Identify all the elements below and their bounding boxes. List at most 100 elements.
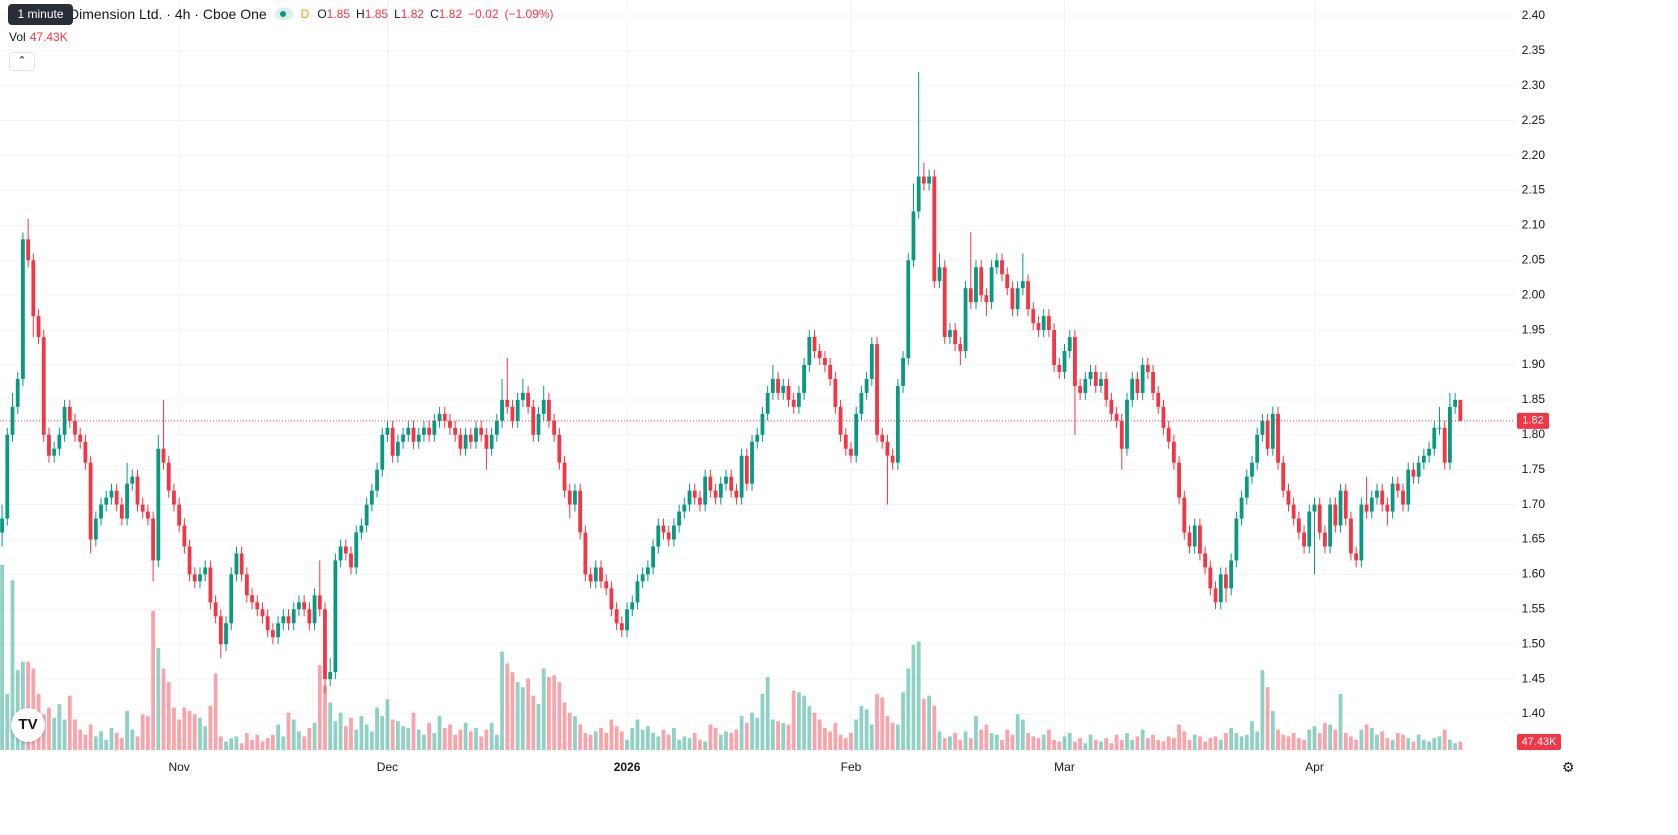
candle-body [1161,406,1166,428]
ohlc-label: H [356,7,365,21]
candle-body [750,441,754,484]
volume-bar [812,712,817,750]
candle-body [198,574,202,582]
candle-body [770,378,775,393]
volume-bar [135,736,140,750]
volume-bar [901,692,905,750]
y-tick-label: 2.40 [1522,8,1546,22]
volume-bar [1218,739,1223,750]
candle-body [682,504,687,512]
candle-body [73,420,77,435]
logo[interactable]: TV [11,708,45,742]
volume-bar [125,710,129,750]
volume-bar [47,707,51,750]
y-tick-label: 1.60 [1522,567,1546,581]
volume-bar [463,722,468,750]
volume-bar [187,710,192,750]
symbol-title: Dimension Ltd. · 4h · Cboe One [69,6,267,22]
volume-bar [656,736,661,750]
collapse-button[interactable]: ⌃ [9,52,35,71]
candle-body [385,427,390,435]
candle-body [317,595,322,610]
candle-body [979,267,984,296]
y-tick-label: 2.20 [1522,148,1546,162]
volume-bar [875,693,879,750]
candle-body [1432,427,1437,449]
candle-body [1192,525,1197,547]
volume-bar [604,733,609,750]
candle-body [1073,337,1077,386]
candle-body [1369,497,1374,512]
volume-bar [5,693,10,750]
volume-bar [395,721,400,750]
candle-body [1421,455,1426,463]
candle-body [718,483,723,498]
candle-body [1140,364,1145,393]
volume-bar [1067,733,1072,750]
volume-bar [349,717,353,750]
volume-badge-label: 47.43K [1522,736,1558,748]
candle-body [921,176,926,184]
candle-body [427,427,432,435]
candle-body [1000,260,1004,275]
candle-body [604,581,609,589]
settings-icon[interactable]: ⚙ [1562,759,1575,775]
volume-bar [385,699,390,750]
volume-bar [1093,739,1098,750]
volume-bar [1156,739,1161,750]
candle-body [1135,378,1140,393]
volume-bar [588,734,593,750]
volume-bar [1119,739,1124,750]
volume-bar [833,722,838,750]
volume-bar [948,736,952,750]
candle-body [828,364,833,379]
candle-body [1338,490,1343,526]
volume-bar [1375,734,1379,750]
candle-body [1208,567,1213,589]
volume-bar [958,739,963,750]
candle-body [942,267,947,338]
volume-bar [968,738,973,750]
candle-body [307,609,312,624]
candle-body [1187,532,1192,547]
candle-body [817,351,822,359]
candle-body [916,176,921,212]
candle-body [823,358,827,365]
volume-bar [375,707,379,750]
volume-bar [78,729,83,750]
volume-bar [1015,714,1020,750]
volume-bar [401,726,405,750]
candle-body [349,553,353,568]
volume-bar [250,739,254,750]
candle-body [885,441,890,456]
candle-body [651,546,655,568]
volume-bar [1250,721,1254,750]
volume-bar [130,729,135,750]
candle-body [1041,316,1046,331]
candle-body [390,427,395,456]
candle-body [250,595,254,603]
candle-body [1156,392,1161,407]
candle-body [526,392,530,407]
candle-body [1302,532,1306,547]
volume-bar [1364,724,1369,750]
volume-bar [203,726,208,750]
volume-bar [953,733,958,750]
volume-bar [645,726,650,750]
candle-body [182,525,187,547]
ohlc-value: 1.82 [438,7,463,21]
volume-bar [770,719,775,750]
volume-legend: Vol 47.43K [9,30,68,44]
volume-bar [270,734,275,750]
candle-body [458,434,463,449]
ohlc-label: C [430,7,439,21]
volume-bar [807,705,812,750]
candle-body [1442,427,1447,463]
volume-bar [666,734,671,750]
candle-body [1031,309,1036,324]
volume-bar [843,738,848,750]
tooltip: 1 minute [8,4,73,25]
candle-body [1062,351,1067,372]
volume-bar [26,661,31,750]
volume-bar [515,682,520,750]
